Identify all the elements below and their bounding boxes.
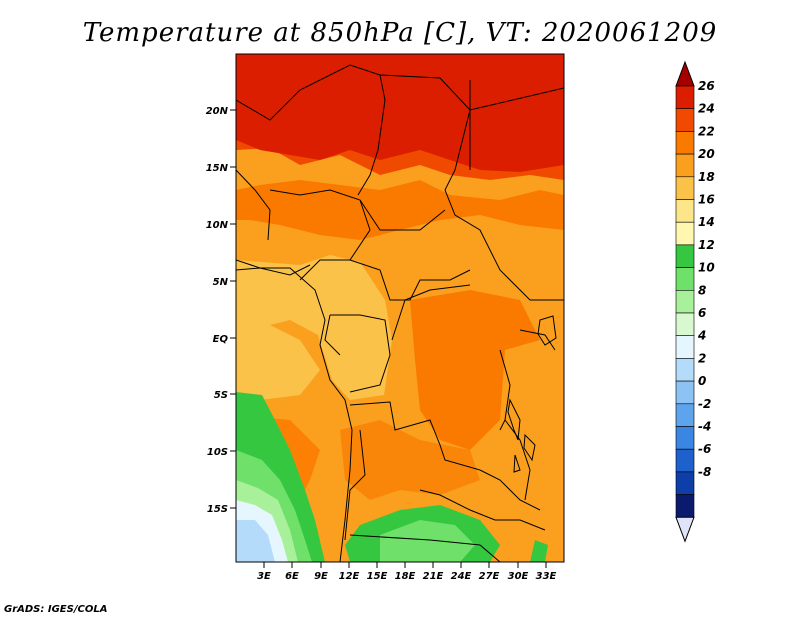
colorbar-label: 0 [698, 374, 706, 388]
colorbar-box [675, 380, 695, 405]
coastline [236, 259, 353, 562]
colorbar-label: 6 [698, 306, 706, 320]
lat-label: 10S [207, 447, 228, 458]
colorbar-box [675, 176, 695, 200]
colorbar-label: -4 [698, 420, 711, 434]
colorbar-label: 12 [698, 238, 715, 252]
colorbar-box [675, 221, 695, 246]
lon-label: 18E [395, 571, 416, 582]
colorbar-cap-top [675, 60, 695, 87]
colorbar-box [675, 426, 695, 450]
lon-label: 3E [257, 571, 271, 582]
colorbar-label: -8 [698, 465, 711, 479]
colorbar-cap-bottom [675, 516, 695, 543]
colorbar-label: 4 [697, 329, 706, 343]
lat-label: EQ [213, 334, 229, 345]
lon-label: 33E [536, 571, 557, 582]
colorbar-box [675, 244, 695, 268]
lon-label: 15E [367, 571, 388, 582]
colorbar-label: 8 [698, 283, 706, 297]
lon-label: 12E [339, 571, 360, 582]
lat-label: 5S [214, 390, 228, 401]
colorbar-box [675, 85, 695, 110]
colorbar-box [675, 448, 695, 473]
map-title: Temperature at 850hPa [C], VT: 202006120… [82, 18, 718, 48]
colorbar-label: -2 [698, 397, 711, 411]
colorbar-box [675, 153, 695, 178]
colorbar-box [675, 267, 695, 291]
lat-label: 15S [207, 504, 228, 515]
lat-axis: 20N 15N 10N 5N EQ 5S 10S 15S [206, 106, 236, 515]
colorbar-label: 10 [698, 261, 715, 275]
lon-label: 21E [423, 571, 444, 582]
temperature-field [236, 54, 564, 562]
lon-label: 9E [314, 571, 328, 582]
colorbar-box [675, 358, 695, 382]
lon-label: 27E [479, 571, 500, 582]
lat-label: 10N [206, 220, 229, 231]
colorbar-label: 24 [698, 102, 715, 116]
colorbar-box [675, 199, 695, 223]
colorbar-label: 14 [698, 215, 715, 229]
colorbar-label: 20 [698, 147, 715, 161]
lon-label: 24E [451, 571, 472, 582]
colorbar-box [675, 471, 695, 495]
lat-label: 15N [206, 163, 229, 174]
colorbar-label: 22 [698, 124, 715, 138]
lat-label: 20N [206, 106, 229, 117]
colorbar-box [675, 312, 695, 337]
lakes [507, 315, 557, 473]
colorbar-label: 2 [698, 351, 706, 365]
colorbar-box [675, 289, 695, 314]
lon-label: 6E [285, 571, 299, 582]
grads-credit: GrADS: IGES/COLA [4, 604, 108, 615]
colorbar-label: -6 [698, 442, 711, 456]
lon-label: 30E [508, 571, 529, 582]
colorbar-label: 26 [698, 79, 715, 93]
colorbar-box [675, 494, 695, 518]
colorbar-box [675, 335, 695, 359]
lat-label: 5N [213, 277, 229, 288]
colorbar-box [675, 108, 695, 132]
map-frame [235, 53, 565, 563]
colorbar-box [675, 131, 695, 155]
country-borders [236, 64, 564, 562]
colorbar-label: 18 [698, 170, 715, 184]
colorbar-box [675, 403, 695, 427]
lon-axis: 3E 6E 9E 12E 15E 18E 21E 24E 27E 30E 33E [257, 562, 557, 582]
colorbar-label: 16 [698, 193, 715, 207]
